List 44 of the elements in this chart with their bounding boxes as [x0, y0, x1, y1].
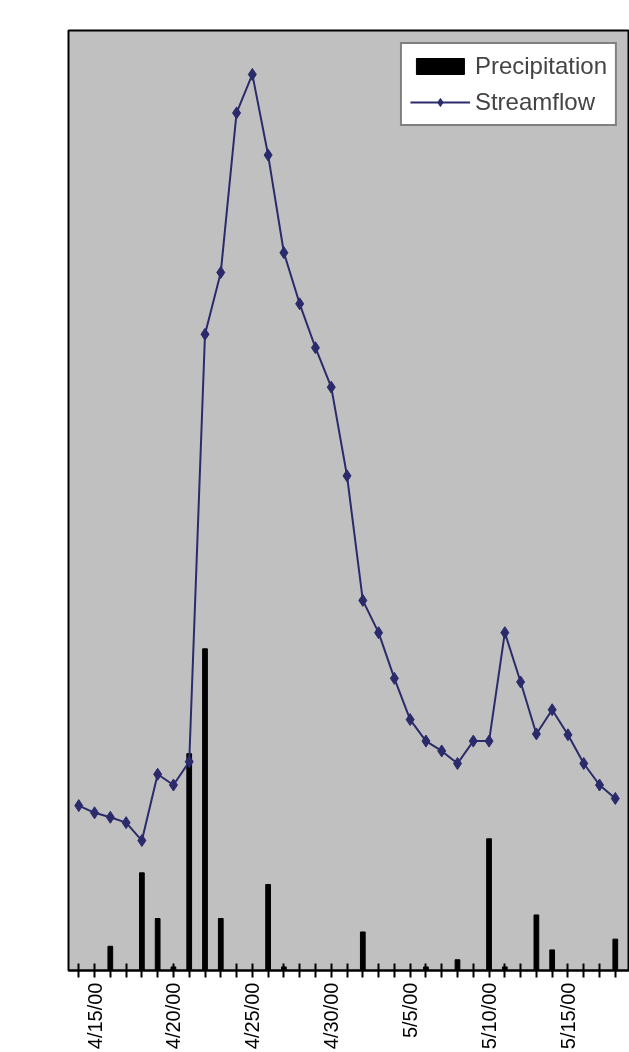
- point: [232, 106, 242, 120]
- point: [358, 593, 368, 607]
- x-tick-label: 5/5/00: [399, 982, 422, 1039]
- point: [184, 755, 194, 769]
- point: [500, 626, 510, 640]
- point: [279, 246, 289, 260]
- point: [216, 265, 226, 279]
- point: [90, 806, 100, 820]
- point: [484, 734, 494, 748]
- point: [326, 380, 336, 394]
- point: [105, 810, 115, 824]
- point: [563, 728, 573, 742]
- point: [389, 671, 399, 685]
- point: [310, 341, 320, 355]
- point: [579, 757, 589, 770]
- x-tick-label: 4/20/00: [162, 982, 185, 1050]
- legend-label: Streamflow: [474, 88, 595, 116]
- point: [121, 816, 131, 830]
- point: [595, 778, 605, 792]
- point: [468, 734, 478, 748]
- point: [452, 757, 462, 770]
- point: [247, 67, 257, 81]
- point: [263, 148, 273, 162]
- x-tick-label: 4/25/00: [241, 982, 264, 1050]
- point: [74, 799, 84, 813]
- point: [153, 767, 163, 781]
- x-tick-label: 4/15/00: [83, 982, 106, 1050]
- point: [531, 727, 541, 741]
- point: [421, 734, 431, 748]
- point: [342, 469, 352, 483]
- x-tick-label: 5/15/00: [556, 982, 579, 1050]
- point: [610, 791, 620, 805]
- point: [374, 626, 384, 640]
- point: [137, 834, 147, 848]
- point: [547, 703, 557, 717]
- point: [295, 297, 305, 311]
- x-tick-label: 5/10/00: [478, 982, 501, 1050]
- point: [516, 675, 526, 689]
- point: [437, 744, 447, 758]
- legend-label: Precipitation: [474, 52, 607, 80]
- point: [405, 713, 415, 727]
- x-tick-label: 4/30/00: [320, 982, 343, 1050]
- point: [168, 778, 178, 792]
- point: [200, 327, 210, 341]
